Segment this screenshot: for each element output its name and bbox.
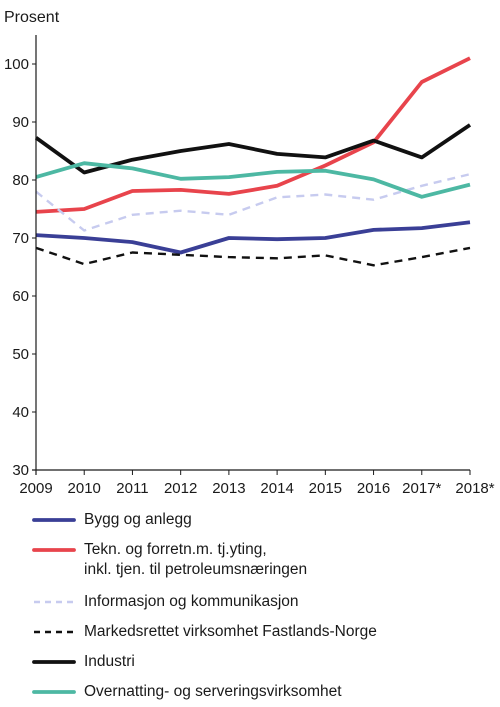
- legend-swatch: [34, 630, 74, 634]
- legend-label: Informasjon og kommunikasjon: [84, 593, 299, 610]
- y-tick-label: 30: [12, 462, 29, 479]
- series-line-overnatting-og-serveringsvirksomhet: [35, 161, 471, 199]
- legend-label: Industri: [84, 653, 135, 670]
- legend-item: Markedsrettet virksomhet Fastlands-Norge: [32, 622, 377, 642]
- x-tick-label: 2009: [19, 480, 52, 497]
- series-line-bygg-og-anlegg: [35, 220, 471, 255]
- y-tick-label: 50: [12, 346, 29, 363]
- series-line-tekn-og-forretn-m-tj-yting: [35, 56, 471, 214]
- x-tick-label: 2013: [212, 480, 245, 497]
- legend-swatch: [34, 600, 74, 604]
- legend-swatch: [32, 548, 76, 552]
- legend-item: Tekn. og forretn.m. tj.yting, inkl. tjen…: [32, 540, 307, 580]
- legend-label: Tekn. og forretn.m. tj.yting, inkl. tjen…: [84, 541, 308, 578]
- legend-label: Markedsrettet virksomhet Fastlands-Norge: [84, 623, 377, 640]
- legend-swatch: [32, 518, 76, 522]
- y-tick-label: 100: [4, 56, 29, 73]
- x-tick-label: 2010: [68, 480, 101, 497]
- legend-label: Overnatting- og serveringsvirksomhet: [84, 683, 342, 700]
- legend-item: Overnatting- og serveringsvirksomhet: [32, 682, 342, 702]
- x-tick-label: 2014: [260, 480, 293, 497]
- y-tick-label: 70: [12, 230, 29, 247]
- y-tick-label: 80: [12, 172, 29, 189]
- legend-item: Informasjon og kommunikasjon: [32, 592, 299, 612]
- legend-label: Bygg og anlegg: [84, 511, 192, 528]
- x-tick-label: 2012: [164, 480, 197, 497]
- y-axis-tick-labels: 30 40 50 60 70 80 90 100: [4, 56, 36, 479]
- x-tick-label: 2015: [309, 480, 342, 497]
- y-tick-label: 40: [12, 404, 29, 421]
- x-axis-tick-labels: 2009 2010 2011 2012 2013 2014 2015 2016 2017* 201…: [19, 470, 495, 497]
- y-tick-label: 90: [12, 114, 29, 131]
- series-lines: [34, 56, 472, 267]
- x-tick-label: 2017*: [402, 480, 441, 497]
- series-line-informasjon-og-kommunikasjon: [35, 173, 471, 232]
- x-tick-label: 2018*: [455, 480, 494, 497]
- legend-swatch: [32, 690, 76, 694]
- axes: [32, 35, 470, 475]
- y-axis-unit-label: Prosent: [4, 9, 60, 26]
- y-tick-label: 60: [12, 288, 29, 305]
- legend-swatch: [32, 660, 76, 664]
- x-tick-label: 2016: [357, 480, 390, 497]
- legend-item: Industri: [32, 652, 135, 672]
- series-line-markedsrettet-virksomhet-fastlands-norge: [35, 246, 471, 267]
- legend-item: Bygg og anlegg: [32, 510, 192, 530]
- x-tick-label: 2011: [116, 480, 148, 497]
